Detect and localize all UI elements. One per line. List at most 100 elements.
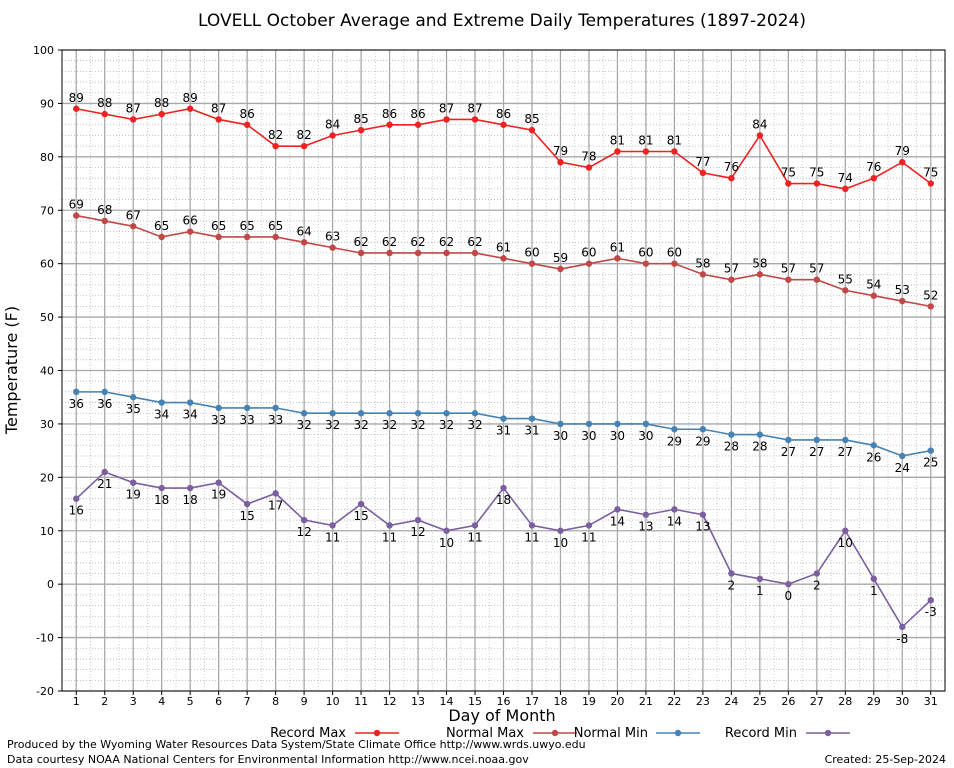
data-point [528,522,536,529]
data-label: 88 [154,96,169,110]
data-point [756,132,764,139]
data-point [443,527,450,534]
data-point [158,110,165,118]
data-label: 11 [524,530,539,544]
data-point [186,484,194,492]
legend-marker-normal-min [674,729,682,737]
data-point [870,575,877,583]
data-label: 86 [382,107,397,121]
data-label: 89 [183,91,198,105]
data-point [813,180,821,187]
data-label: 65 [268,219,283,233]
x-tick-label: 26 [781,695,795,708]
plot-frame [61,49,946,692]
legend-label-record-min: Record Min [725,726,797,741]
data-point [842,527,849,534]
data-label: 10 [838,536,853,550]
data-point [728,570,735,577]
data-point [272,233,279,241]
data-point [300,410,308,417]
data-label: 31 [524,424,539,438]
data-label: 32 [296,418,311,432]
data-point [386,249,393,257]
data-point [101,468,108,476]
data-point [557,420,564,428]
data-label: 58 [695,256,710,270]
y-tick-label: 60 [40,258,54,271]
data-label: 53 [895,283,910,297]
data-label: 74 [838,171,853,185]
data-label: 52 [923,288,938,302]
data-point [414,516,422,524]
data-point [927,596,934,604]
data-label: 87 [467,101,482,115]
data-label: 11 [382,530,397,544]
grid [62,49,945,692]
data-label: 31 [496,424,511,438]
data-label: 58 [752,256,767,270]
y-tick-label: 0 [47,578,54,591]
data-label: 12 [296,525,311,539]
data-point [130,223,137,230]
data-label: 15 [353,509,368,523]
data-label: 75 [781,166,796,180]
data-point [528,415,536,422]
x-tick-label: 10 [326,695,340,708]
footer-created: Created: 25-Sep-2024 [825,753,946,766]
data-point [471,410,479,417]
data-label: 54 [866,278,881,292]
data-point [642,511,650,518]
data-point [186,228,194,235]
x-tick-label: 9 [301,695,308,708]
data-point [471,116,479,123]
data-point [500,484,507,492]
data-label: 86 [410,107,425,121]
data-label: 2 [728,578,736,592]
data-point [272,142,279,150]
data-point [329,244,336,251]
data-label: 2 [813,578,821,592]
x-tick-label: 22 [667,695,681,708]
data-point [585,522,593,529]
data-label: 1 [870,584,878,598]
data-label: 13 [695,520,710,534]
data-point [243,404,251,412]
data-label: 57 [724,262,739,276]
x-tick-label: 11 [354,695,368,708]
data-label: 87 [439,101,454,115]
x-tick-label: 4 [158,695,165,708]
data-point [614,506,621,513]
x-tick-label: 6 [215,695,222,708]
y-tick-label: -20 [36,685,54,698]
data-point [186,399,194,406]
data-point [329,522,336,529]
data-label: 28 [752,440,767,454]
data-label: 67 [126,208,141,222]
data-point [300,239,308,246]
data-label: 27 [838,445,853,459]
data-point [101,388,108,396]
data-point [357,500,365,508]
data-point [927,180,934,187]
data-point [813,570,821,577]
data-point [443,410,450,417]
data-label: 62 [353,235,368,249]
data-label: 34 [154,408,169,422]
data-label: 32 [325,418,340,432]
data-point [130,394,137,401]
series-layer: 89 88 87 88 89 87 86 82 82 84 85 86 86 87 87 86 85 79 78 81… [69,91,939,646]
data-point [671,426,678,433]
data-label: 84 [752,117,767,131]
data-point [557,265,564,273]
data-label: 11 [325,530,340,544]
footer-produced-by: Produced by the Wyoming Water Resources … [7,738,586,751]
data-label: 14 [667,514,682,528]
data-point [471,249,479,257]
data-label: -3 [925,605,937,619]
data-label: 33 [268,413,283,427]
x-tick-label: 13 [411,695,425,708]
data-label: 86 [240,107,255,121]
data-label: 77 [695,155,710,169]
series-normal-max: 69 68 67 65 66 65 65 65 64 63 62 62 62 62 62 61 60 59 60 61… [69,198,938,310]
data-label: 32 [439,418,454,432]
